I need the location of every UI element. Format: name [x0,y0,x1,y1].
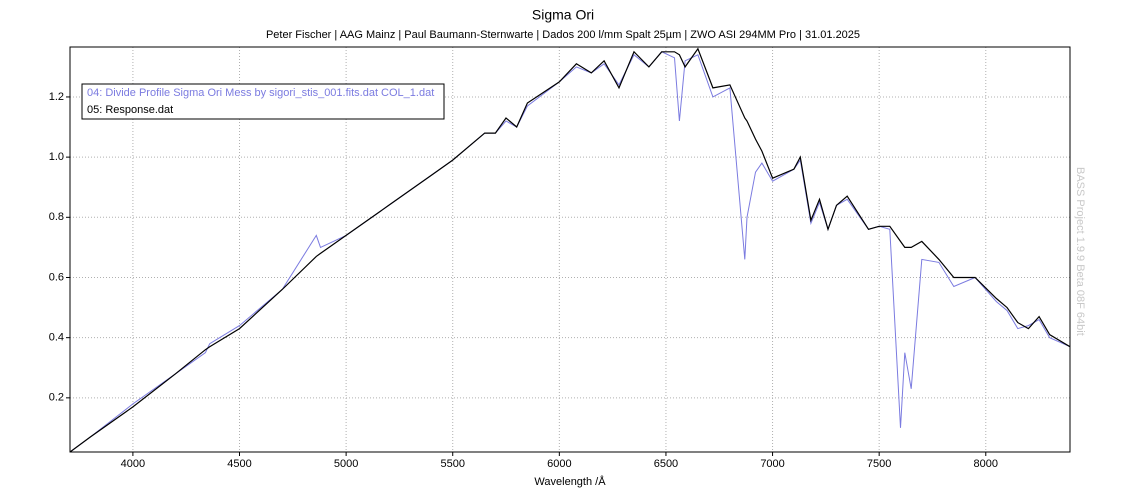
y-tick-label: 1.0 [49,151,64,163]
y-tick-label: 0.8 [49,211,64,223]
x-tick-label: 4000 [121,458,145,470]
chart-subtitle: Peter Fischer | AAG Mainz | Paul Baumann… [266,29,860,41]
legend-entry: 04: Divide Profile Sigma Ori Mess by sig… [87,87,434,99]
x-tick-label: 4500 [227,458,251,470]
y-tick-label: 0.2 [49,392,64,404]
watermark: BASS Project 1.9.9 Beta 08F 64bit [1074,167,1086,336]
y-tick-label: 0.6 [49,271,64,283]
legend-box [81,83,445,120]
chart-title: Sigma Ori [532,7,594,23]
y-tick-label: 0.4 [49,332,64,344]
x-tick-label: 5500 [440,458,464,470]
x-tick-label: 8000 [974,458,998,470]
x-tick-label: 6500 [654,458,678,470]
x-tick-label: 6000 [547,458,571,470]
legend-entry: 05: Response.dat [87,104,173,116]
plot-frame [69,46,1071,453]
x-tick-label: 7500 [867,458,891,470]
y-tick-label: 1.2 [49,91,64,103]
x-tick-label: 7000 [760,458,784,470]
series-line [70,47,1070,452]
x-axis-label: Wavelength /Å [534,475,606,488]
x-tick-label: 5000 [334,458,358,470]
